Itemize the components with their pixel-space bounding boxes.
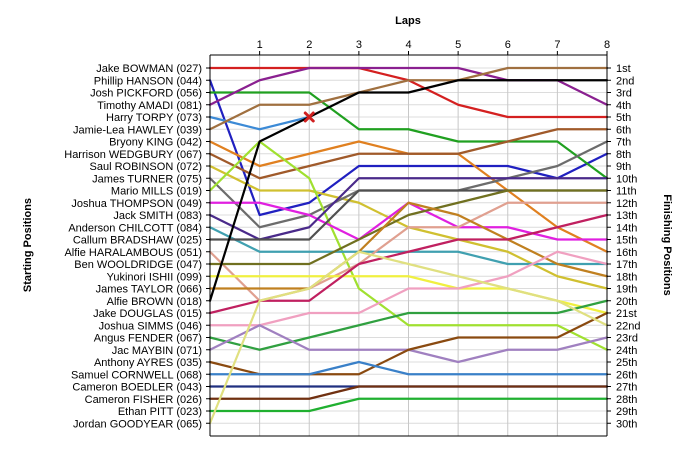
x-tick-label: 4 [405,39,411,51]
finish-position-label: 20th [616,296,637,308]
finish-position-label: 15th [616,235,637,247]
start-position-label: Angus FENDER (067) [94,333,202,345]
start-position-label: James TURNER (075) [92,173,202,185]
finish-position-label: 5th [616,112,631,124]
finish-position-label: 6th [616,124,631,136]
x-tick-label: 7 [554,39,560,51]
start-position-label: Cameron FISHER (026) [85,394,202,406]
finish-position-label: 25th [616,357,637,369]
series-line-19 [208,201,609,290]
finish-position-label: 8th [616,149,631,161]
grid [210,55,608,436]
finish-position-label: 19th [616,284,637,296]
start-position-label: Joshua THOMPSON (049) [71,198,202,210]
start-position-label: Jamie-Lea HAWLEY (039) [73,124,202,136]
start-position-label: Cameron BOEDLER (043) [72,382,202,394]
series-line-11 [208,140,609,351]
x-axis-title: Laps [395,15,421,27]
x-tick-label: 8 [604,39,610,51]
finish-position-label: 27th [616,382,637,394]
axes: 1 2 3 4 5 6 7 8 Jake BOWMAN (027)Phillip HANSON … [64,39,640,437]
finish-position-label: 3rd [616,88,632,100]
series-line-6 [208,66,609,131]
start-position-label: Josh PICKFORD (056) [90,88,202,100]
x-tick-label: 3 [356,39,362,51]
finish-position-label: 13th [616,210,637,222]
series-line-22 [208,250,609,327]
series-line-26 [208,360,609,376]
series-line-29 [208,397,609,413]
finish-position-label: 30th [616,418,637,430]
series-line-2 [208,79,609,217]
series-line-3 [208,91,609,180]
start-position-label: Alfie BROWN (018) [107,296,202,308]
finish-position-label: 14th [616,222,637,234]
finish-position-label: 2nd [616,75,634,87]
finish-position-label: 16th [616,247,637,259]
start-position-label: Jac MAYBIN (071) [112,345,202,357]
finish-position-label: 26th [616,369,637,381]
series-line-13 [208,177,609,241]
start-position-label: James TAYLOR (066) [96,284,202,296]
start-position-label: Bryony KING (042) [109,137,202,149]
start-position-label: Alfie HARALAMBOUS (051) [64,247,202,259]
retirement-x-icon [303,111,315,123]
finish-position-label: 12th [616,198,637,210]
series-line-17 [208,189,609,266]
x-tick-label: 5 [455,39,461,51]
start-position-label: Jack SMITH (083) [113,210,202,222]
x-tick-label: 6 [505,39,511,51]
start-position-label: Phillip HANSON (044) [94,75,202,87]
start-position-label: Harrison WEDGBURY (067) [64,149,202,161]
finish-position-label: 22nd [616,320,640,332]
start-position-label: Harry TORPY (073) [106,112,202,124]
start-position-label: Jordan GOODYEAR (065) [73,418,202,430]
series-line-28 [208,385,609,400]
start-position-label: Jake DOUGLAS (015) [93,308,202,320]
finish-position-label: 29th [616,406,637,418]
start-position-label: Timothy AMADI (081) [97,100,202,112]
series-line-8 [208,128,609,180]
start-position-label: Anthony AYRES (035) [94,357,202,369]
series-line-23 [208,299,609,351]
finish-position-label: 17th [616,259,637,271]
y-axis-title-right: Finishing Positions [661,194,673,295]
start-position-label: Yukinori ISHII (099) [107,271,202,283]
finish-position-label: 28th [616,394,637,406]
start-position-label: Ethan PITT (023) [118,406,202,418]
start-position-label: Jake BOWMAN (027) [96,63,202,75]
x-tick-label: 2 [306,39,312,51]
y-axis-title-left: Starting Positions [22,198,34,292]
finish-position-label: 7th [616,137,631,149]
x-tick-label: 1 [257,39,263,51]
start-position-label: Ben WOOLDRIDGE (047) [74,259,202,271]
start-position-label: Saul ROBINSON (072) [90,161,202,173]
finish-position-label: 4th [616,100,631,112]
start-position-label: Anderson CHILCOTT (084) [68,222,202,234]
series-line-21 [208,213,609,315]
series-lines [208,66,609,425]
finish-position-label: 21st [616,308,637,320]
start-position-label: Samuel CORNWELL (068) [71,369,202,381]
start-position-label: Mario MILLS (019) [111,186,202,198]
finish-position-label: 18th [616,271,637,283]
start-position-label: Joshua SIMMS (046) [99,320,202,332]
series-line-30 [208,250,609,425]
retirement-markers [303,111,315,123]
finish-position-label: 10th [616,173,637,185]
start-position-label: Callum BRADSHAW (025) [73,235,202,247]
finish-position-label: 11th [616,186,637,198]
series-line-20 [208,79,609,302]
finish-position-label: 9th [616,161,631,173]
finish-position-label: 1st [616,63,631,75]
finish-position-label: 24th [616,345,637,357]
finish-position-label: 23rd [616,333,638,345]
